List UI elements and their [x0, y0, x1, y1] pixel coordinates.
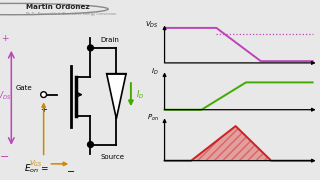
Text: Source: Source [100, 154, 124, 160]
Text: $V_{DD}$: $V_{DD}$ [318, 30, 320, 39]
Text: $V_{GS}$: $V_{GS}$ [29, 159, 42, 169]
Text: −: − [67, 167, 75, 177]
Circle shape [88, 45, 93, 51]
Circle shape [41, 92, 46, 98]
Text: $P_{on}$: $P_{on}$ [147, 113, 159, 123]
Text: +: + [1, 34, 9, 43]
Text: $E_{on}$ =: $E_{on}$ = [24, 163, 50, 175]
Text: Ph.D · Renewable & Alternative Energy Conversion: Ph.D · Renewable & Alternative Energy Co… [26, 12, 116, 16]
Text: +: + [40, 105, 47, 114]
Text: $I_{D(on)}$: $I_{D(on)}$ [318, 78, 320, 87]
Text: $V_{DS}$: $V_{DS}$ [145, 20, 159, 30]
Text: Drain: Drain [100, 37, 119, 43]
Text: $I_D$: $I_D$ [136, 88, 144, 101]
Text: Martin Ordonez: Martin Ordonez [26, 4, 89, 10]
Text: $V_{DS}$: $V_{DS}$ [0, 90, 11, 102]
Text: $I_D$: $I_D$ [151, 67, 159, 77]
Text: Gate: Gate [16, 85, 33, 91]
Circle shape [88, 142, 93, 147]
Polygon shape [107, 74, 126, 119]
Text: −: − [0, 152, 10, 162]
